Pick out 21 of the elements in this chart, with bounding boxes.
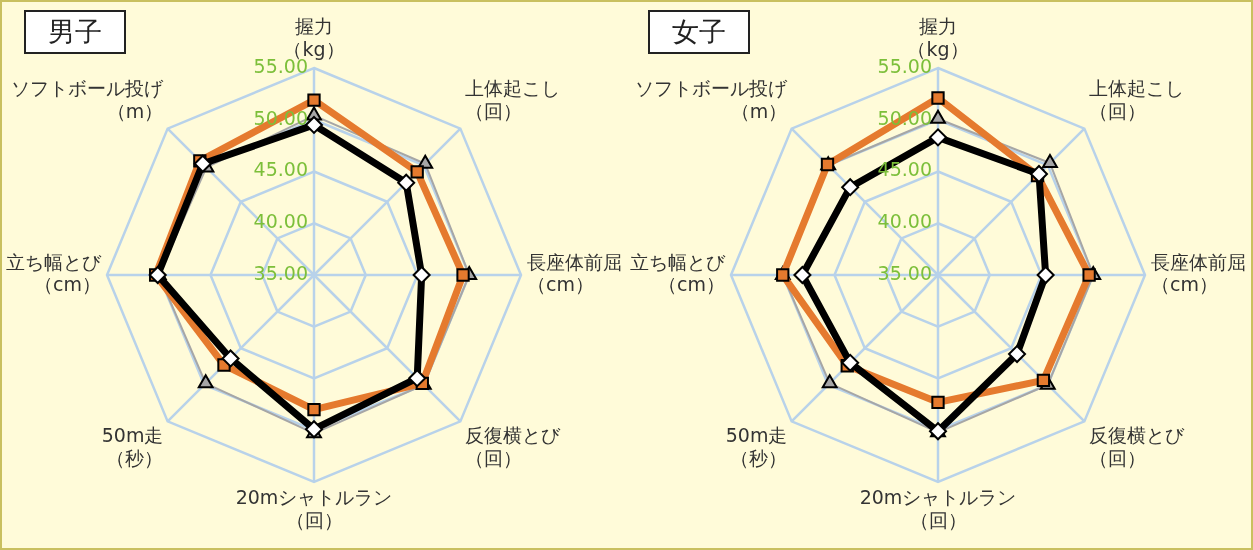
spoke-label: 反復横とび（回） <box>464 423 561 469</box>
spoke-label: 長座体前屈（cm） <box>1151 250 1246 296</box>
y-tick-label: 40.00 <box>877 210 932 233</box>
spoke-label: 50m走（秒） <box>725 423 788 469</box>
spoke-label: 立ち幅とび（cm） <box>630 250 726 296</box>
spoke-label: 50m走（秒） <box>101 423 164 469</box>
spoke-label: 上体起こし（回） <box>1088 77 1184 122</box>
y-tick-label: 40.00 <box>253 210 308 233</box>
chart-title: 女子 <box>648 10 750 54</box>
spoke-label: 長座体前屈（cm） <box>527 250 622 296</box>
y-tick-label: 45.00 <box>253 158 308 181</box>
spoke-label: 反復横とび（回） <box>1088 423 1185 469</box>
spoke-label: 立ち幅とび（cm） <box>6 250 102 296</box>
spoke-label: 20mシャトルラン（回） <box>859 486 1017 532</box>
chart-title: 男子 <box>24 10 126 54</box>
spoke-label: 20mシャトルラン（回） <box>235 486 393 532</box>
y-tick-label: 35.00 <box>877 261 932 284</box>
spoke-label: ソフトボール投げ（m） <box>11 77 165 122</box>
y-tick-label: 35.00 <box>253 261 308 284</box>
spoke-label: 上体起こし（回） <box>464 77 560 122</box>
spoke-label: ソフトボール投げ（m） <box>635 77 789 122</box>
